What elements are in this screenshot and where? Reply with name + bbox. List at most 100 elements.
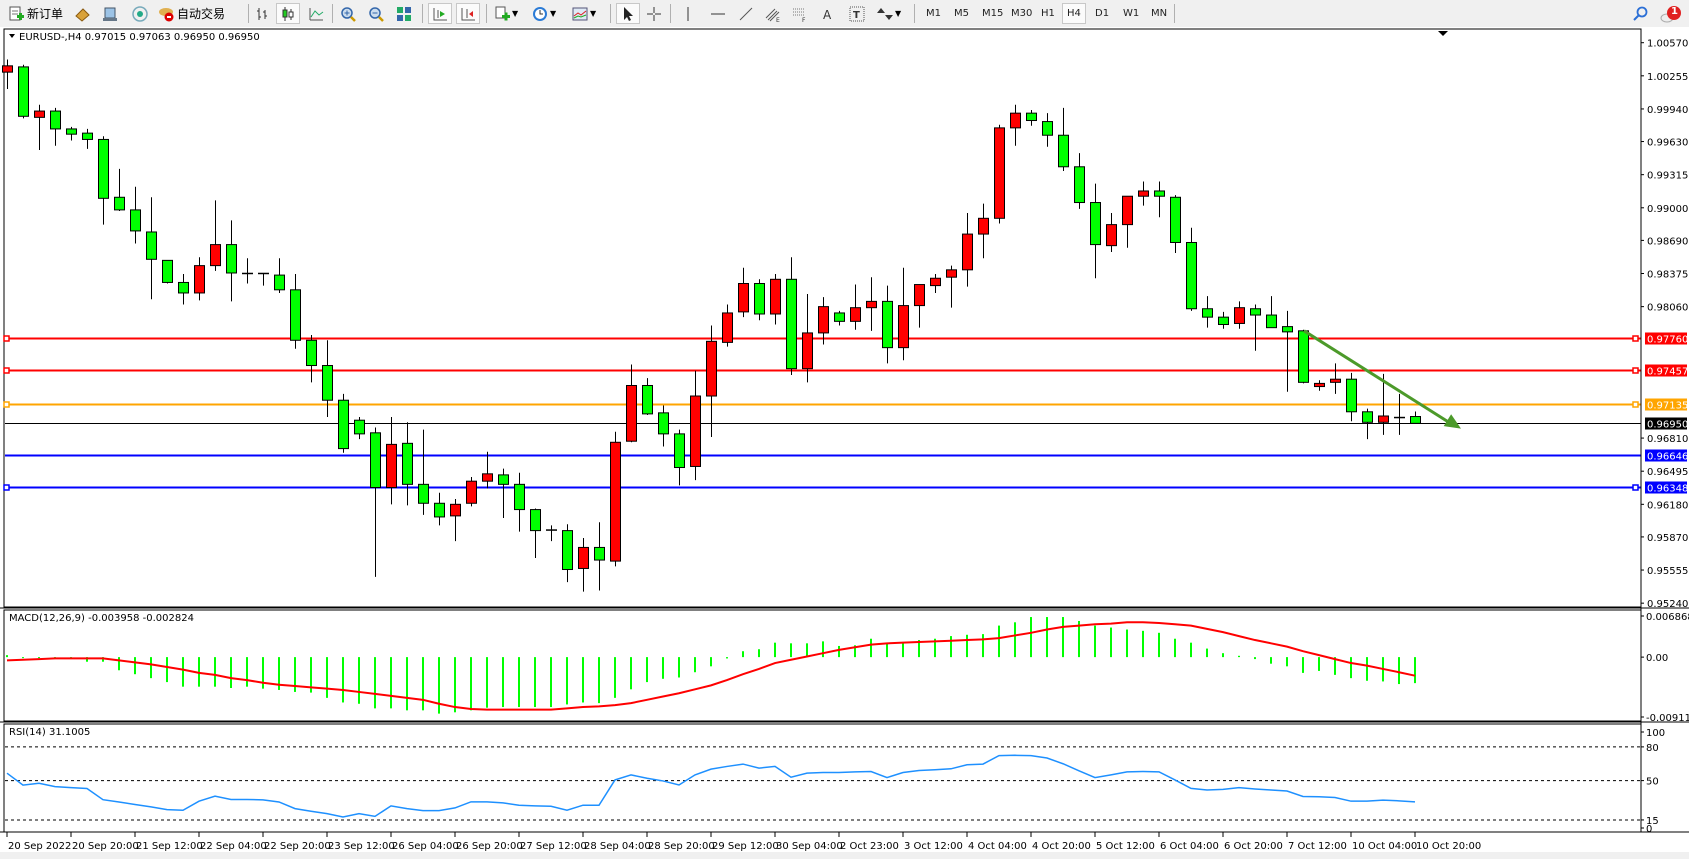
- candle: [1122, 195, 1133, 248]
- line-chart-button[interactable]: [308, 3, 324, 24]
- timeframe-mn[interactable]: MN: [1147, 3, 1171, 24]
- level-handle[interactable]: [3, 401, 10, 408]
- candle: [1314, 380, 1325, 391]
- timeframe-label: M30: [1011, 8, 1033, 19]
- candle-body-up: [1122, 195, 1133, 226]
- level-handle[interactable]: [3, 484, 10, 491]
- timeframe-m30[interactable]: M30: [1007, 3, 1036, 24]
- arrows-button[interactable]: ▼: [877, 3, 901, 24]
- cursor-button[interactable]: [616, 3, 640, 24]
- fibo-fan-button[interactable]: F: [792, 3, 808, 24]
- level-handle[interactable]: [1632, 484, 1639, 491]
- candle: [626, 364, 637, 443]
- horizontal-line-button[interactable]: [710, 3, 726, 24]
- candle-body-up: [194, 265, 205, 294]
- trend-arrow-line[interactable]: [1303, 329, 1452, 425]
- vertical-line-button[interactable]: [680, 3, 696, 24]
- bar-chart-button[interactable]: [254, 3, 270, 24]
- candle: [914, 284, 925, 328]
- candle-body-down: [178, 281, 189, 294]
- search-button[interactable]: [1632, 3, 1648, 24]
- candlestick-button[interactable]: [276, 3, 300, 24]
- timeframe-label: M1: [926, 8, 941, 19]
- price-tick-label: 0.98060: [1647, 303, 1688, 314]
- candle-body-down: [114, 196, 125, 211]
- fibo-channel-button[interactable]: E: [765, 3, 781, 24]
- candle: [466, 476, 477, 507]
- zoom-out-button[interactable]: [368, 3, 384, 24]
- level-handle[interactable]: [1632, 401, 1639, 408]
- candle-body-down: [562, 530, 573, 571]
- candle-body-up: [914, 284, 925, 307]
- indicators-button[interactable]: ▼: [572, 3, 596, 24]
- timeframe-h1[interactable]: H1: [1037, 3, 1059, 24]
- candle-body-down: [1058, 134, 1069, 168]
- macd-histogram-bar: [822, 641, 824, 658]
- symbol-menu-icon[interactable]: [9, 34, 15, 38]
- chart-shift-button[interactable]: [456, 3, 480, 24]
- price-tag-label: 0.97760: [1647, 335, 1688, 346]
- candle: [754, 279, 765, 321]
- data-window-button[interactable]: [102, 3, 118, 24]
- level-handle[interactable]: [1632, 367, 1639, 374]
- text-button[interactable]: A: [820, 3, 836, 24]
- level-handle[interactable]: [1632, 335, 1639, 342]
- candle: [722, 304, 733, 347]
- timeframe-w1[interactable]: W1: [1119, 3, 1143, 24]
- text-label-button[interactable]: T: [849, 3, 865, 24]
- new-order-button[interactable]: 新订单: [8, 3, 63, 24]
- candle-body-down: [1266, 314, 1277, 329]
- new-chart-button[interactable]: ▼: [494, 3, 518, 24]
- crosshair-button[interactable]: [646, 3, 662, 24]
- macd-tick-label: 0.006868: [1646, 612, 1689, 623]
- fibo-channel-icon: E: [765, 6, 781, 24]
- macd-histogram-bar: [118, 657, 120, 671]
- price-tag: [1645, 449, 1687, 462]
- macd-histogram-bar: [1030, 617, 1032, 658]
- candle: [258, 272, 269, 286]
- timeframe-h4[interactable]: H4: [1062, 3, 1086, 24]
- macd-histogram-bar: [22, 657, 24, 659]
- timeframe-m5[interactable]: M5: [950, 3, 973, 24]
- candle: [850, 284, 861, 330]
- candle: [1170, 195, 1181, 254]
- timeframe-m15[interactable]: M15: [978, 3, 1007, 24]
- trendline-button[interactable]: [738, 3, 754, 24]
- timeframe-label: MN: [1151, 8, 1168, 19]
- trend-arrow-head-icon[interactable]: [1443, 414, 1461, 429]
- candle: [370, 427, 381, 577]
- macd-histogram-bar: [710, 657, 712, 667]
- notifications-button[interactable]: 1: [1660, 3, 1682, 24]
- autotrade-button[interactable]: 自动交易: [158, 3, 225, 24]
- macd-histogram-bar: [774, 642, 776, 658]
- level-handle[interactable]: [3, 335, 10, 342]
- zoom-in-button[interactable]: [340, 3, 356, 24]
- macd-histogram-bar: [950, 636, 952, 658]
- candle: [706, 325, 717, 438]
- candle: [514, 472, 525, 532]
- market-watch-button[interactable]: [74, 3, 90, 24]
- macd-histogram-bar: [374, 657, 376, 709]
- macd-histogram-bar: [1318, 657, 1320, 671]
- macd-tick-label: 0.00: [1646, 653, 1668, 664]
- trendline-icon: [738, 6, 754, 22]
- candle-body-down: [834, 312, 845, 322]
- timeframe-m1[interactable]: M1: [922, 3, 945, 24]
- candle-body-down: [1090, 202, 1101, 246]
- macd-histogram-bar: [742, 651, 744, 658]
- macd-histogram-bar: [1142, 630, 1144, 658]
- svg-text:E: E: [776, 17, 780, 22]
- time-tick-label: 4 Oct 20:00: [1032, 841, 1091, 852]
- candle-body-down: [354, 419, 365, 435]
- candle: [226, 220, 237, 302]
- navigator-button[interactable]: [132, 3, 148, 24]
- level-handle[interactable]: [3, 367, 10, 374]
- tile-windows-button[interactable]: [396, 3, 412, 24]
- timeframe-d1[interactable]: D1: [1091, 3, 1113, 24]
- candle: [866, 277, 877, 331]
- chart-shift-marker-icon[interactable]: [1438, 31, 1448, 36]
- periods-button[interactable]: ▼: [532, 3, 556, 24]
- macd-histogram-bar: [886, 642, 888, 658]
- autoscroll-button[interactable]: [428, 3, 452, 24]
